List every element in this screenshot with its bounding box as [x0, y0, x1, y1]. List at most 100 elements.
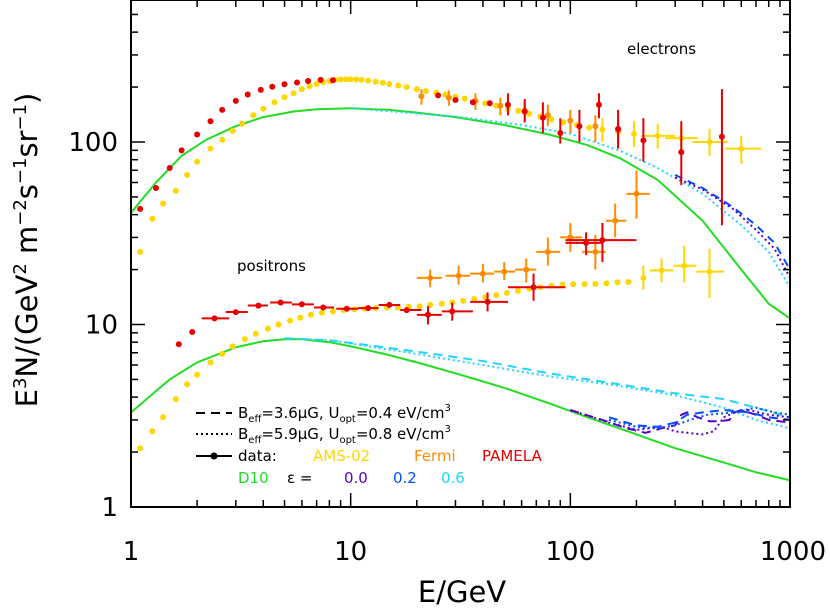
ams-02-positrons-point: [625, 279, 632, 285]
series-line-blue-positrons-dashed: [608, 408, 790, 428]
y-tick-label: 1: [101, 493, 118, 523]
series-line-cyan-electrons-dotted: [350, 107, 790, 288]
ams-02-positrons-point: [137, 445, 144, 452]
legend-eps-label: ε =: [287, 469, 312, 487]
legend-eps02-label: 0.2: [393, 469, 417, 487]
pamela-electrons-point: [207, 118, 214, 125]
ams-02-electrons-point: [413, 86, 420, 93]
ams-02-electrons-point: [239, 120, 245, 127]
fermi-electrons-point: [544, 112, 551, 119]
fermi-electrons-point: [445, 94, 452, 101]
pamela-positrons-point: [320, 304, 327, 311]
x-tick-label: 1: [123, 537, 140, 567]
ams-02-positrons-point: [449, 299, 456, 306]
fermi-electrons-point: [567, 117, 574, 124]
pamela-electrons-point: [137, 205, 144, 212]
ams-02-electrons-point: [482, 100, 489, 107]
pamela-electrons-point: [521, 108, 528, 115]
ams-02-electrons-point: [379, 79, 386, 86]
fermi-electrons-point: [497, 102, 504, 109]
ams-02-positrons-point: [219, 350, 226, 357]
pamela-electrons-point: [153, 185, 159, 191]
pamela-positrons-point: [583, 239, 590, 246]
series-line-d10-positrons: [131, 338, 790, 482]
series-line-purple-electrons-dotted: [674, 176, 790, 279]
fermi-positrons-point: [612, 217, 619, 224]
pamela-positrons-point: [484, 298, 491, 305]
ams-02-positrons-point: [658, 267, 665, 274]
ams-02-electrons-point: [271, 99, 278, 106]
ams-02-electrons-point: [631, 130, 637, 137]
ams-02-electrons-point: [172, 187, 179, 194]
ams-02-positrons-point: [207, 359, 214, 366]
pamela-positrons-point: [449, 308, 456, 315]
pamela-electrons-point: [596, 101, 602, 108]
series-line-d10-electrons: [131, 107, 790, 320]
ams-02-positrons-point: [184, 381, 191, 388]
legend-eps0-label: 0.0: [344, 469, 368, 487]
pamela-electrons-point: [294, 79, 300, 86]
pamela-positrons-point: [386, 301, 393, 308]
ams-02-positrons-point: [493, 292, 500, 299]
pamela-positrons-point: [211, 315, 218, 322]
ams-02-positrons-point: [471, 296, 478, 302]
ams-02-electrons-point: [526, 110, 533, 117]
pamela-positrons-point: [277, 299, 284, 306]
ams-02-positrons-point: [287, 317, 294, 324]
ams-02-electrons-point: [207, 145, 214, 152]
ams-02-positrons-point: [603, 280, 610, 287]
pamela-positrons-point: [298, 301, 305, 308]
ams-02-electrons-point: [706, 139, 713, 145]
ams-02-electrons-point: [365, 77, 372, 84]
plot-area: [131, 76, 790, 482]
ams-02-positrons-point: [681, 262, 688, 269]
pamela-positrons-point: [599, 237, 606, 244]
ams-02-positrons-point: [706, 268, 713, 275]
ams-02-positrons-point: [252, 330, 259, 337]
fermi-positrons-point: [427, 274, 434, 281]
ams-02-electrons-point: [137, 248, 144, 255]
ams-02-positrons-point: [581, 281, 588, 288]
positrons-label: positrons: [237, 257, 306, 275]
ams-02-positrons-point: [460, 297, 467, 304]
pamela-electrons-point: [678, 149, 685, 156]
ams-02-electrons-point: [229, 127, 236, 134]
pamela-electrons-point: [166, 165, 173, 171]
ams-02-electrons-point: [160, 200, 167, 207]
ams-02-positrons-point: [308, 311, 314, 318]
series-line-blue-electrons-dashed: [674, 173, 790, 271]
fermi-positrons-point: [479, 270, 486, 277]
ams-02-electrons-point: [395, 82, 402, 89]
pamela-electrons-point: [557, 130, 564, 136]
pamela-positrons-point: [255, 302, 262, 309]
pamela-electrons-point: [329, 77, 336, 84]
pamela-electrons-point: [194, 131, 201, 138]
pamela-electrons-point: [317, 76, 324, 83]
pamela-electrons-point: [257, 86, 264, 93]
legend-eps06-label: 0.6: [441, 469, 465, 487]
x-tick-label: 10: [334, 537, 367, 567]
ams-02-positrons-point: [504, 289, 510, 296]
pamela-positrons-point: [175, 341, 182, 348]
series-line-purple-positrons-dotted: [569, 408, 790, 436]
electrons-label: electrons: [627, 40, 696, 58]
plot-frame: [130, 0, 791, 508]
pamela-positrons-point: [365, 305, 372, 312]
legend: Beff=3.6μG, Uopt=0.4 eV/cm3 Beff=5.9μG, …: [196, 403, 542, 487]
pamela-electrons-point: [219, 106, 226, 113]
ams-02-electrons-point: [599, 126, 606, 133]
ams-02-electrons-point: [738, 145, 745, 152]
ams-02-electrons-point: [306, 83, 313, 90]
legend-dotted-label: Beff=5.9μG, Uopt=0.8 eV/cm3: [238, 424, 451, 446]
ams-02-positrons-point: [515, 287, 521, 294]
ams-02-electrons-point: [654, 132, 661, 139]
ams-02-electrons-point: [250, 112, 257, 119]
y-tick-label: 100: [68, 128, 118, 158]
pamela-electrons-point: [640, 137, 647, 144]
legend-data-dot: [210, 452, 218, 460]
pamela-electrons-point: [269, 83, 276, 90]
pamela-electrons-point: [576, 123, 583, 130]
ams-02-electrons-point: [194, 158, 201, 165]
fermi-electrons-point: [592, 123, 599, 130]
